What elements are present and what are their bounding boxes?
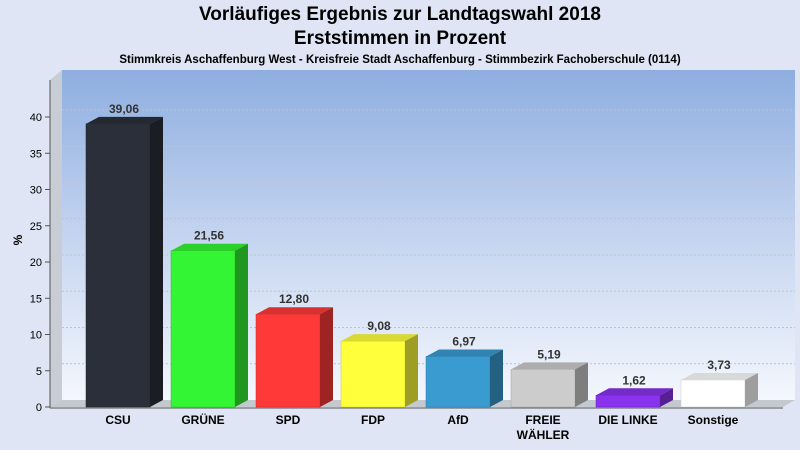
- category-label: SPD: [276, 413, 301, 427]
- bar-sonstige: [680, 372, 758, 408]
- bar-afd: [425, 349, 503, 408]
- value-label: 3,73: [707, 358, 731, 372]
- value-label: 39,06: [109, 102, 139, 116]
- y-tick-label: 20: [30, 257, 42, 269]
- bar-die-linke: [595, 388, 673, 408]
- y-tick-label: 40: [30, 112, 42, 124]
- bar-fdp: [340, 334, 418, 408]
- value-label: 9,08: [367, 319, 391, 333]
- y-tick-label: 25: [30, 221, 42, 233]
- category-label: Sonstige: [688, 413, 739, 427]
- y-tick-label: 10: [30, 330, 42, 342]
- y-tick-label: 30: [30, 185, 42, 197]
- bar-csu: [85, 116, 163, 408]
- value-label: 5,19: [537, 347, 561, 361]
- chart-caption: Stimmkreis Aschaffenburg West - Kreisfre…: [119, 54, 681, 66]
- chart-title: Vorläufiges Ergebnis zur Landtagswahl 20…: [199, 4, 601, 25]
- y-axis-label: %: [11, 234, 25, 245]
- y-tick-label: 35: [30, 148, 42, 160]
- value-label: 1,62: [622, 373, 646, 387]
- y-tick-label: 5: [36, 366, 42, 378]
- category-label: FDP: [361, 413, 385, 427]
- y-tick-label: 0: [36, 402, 42, 414]
- y-tick-label: 15: [30, 293, 42, 305]
- value-label: 12,80: [279, 292, 309, 306]
- category-label: GRÜNE: [181, 412, 224, 427]
- plot-side-wall: [50, 70, 62, 407]
- chart-subtitle: Erststimmen in Prozent: [293, 28, 507, 49]
- category-label: CSU: [105, 413, 130, 427]
- category-label-line2: WÄHLER: [517, 427, 570, 442]
- category-label: DIE LINKE: [598, 413, 657, 427]
- value-label: 6,97: [452, 334, 476, 348]
- category-label: AfD: [447, 413, 469, 427]
- bar-spd: [255, 307, 333, 408]
- category-label: FREIE: [525, 413, 560, 427]
- bar-grüne: [170, 243, 248, 408]
- value-label: 21,56: [194, 229, 224, 243]
- bar-freie: [510, 362, 588, 408]
